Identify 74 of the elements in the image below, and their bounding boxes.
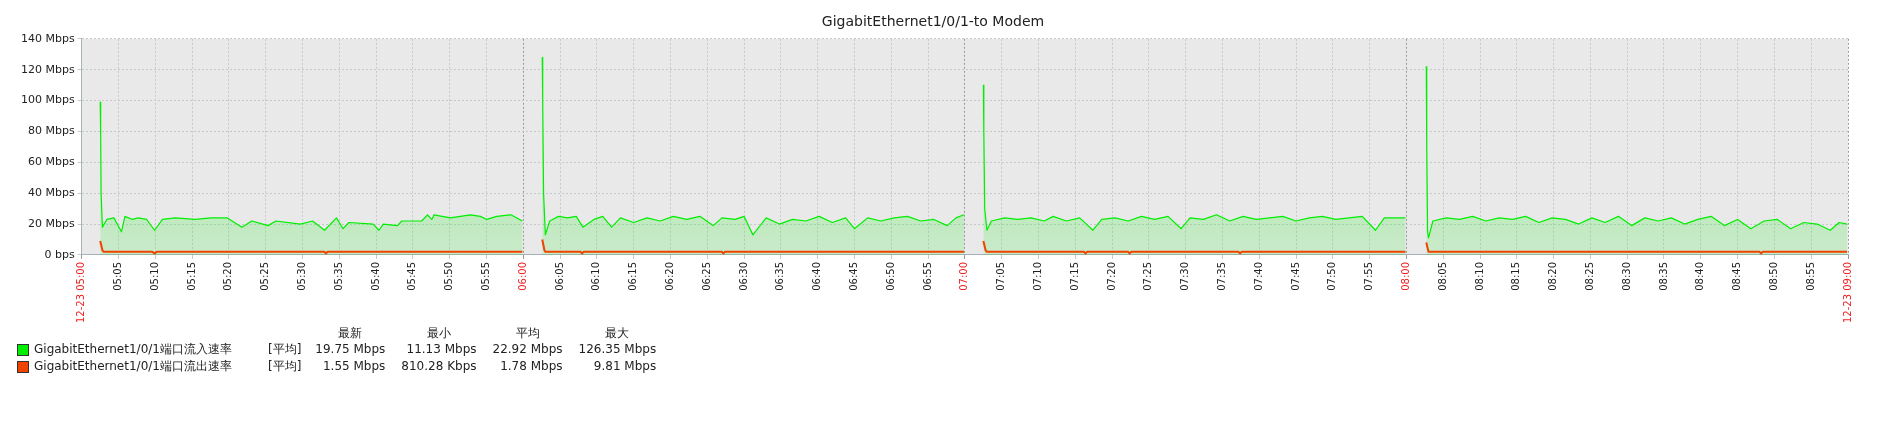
x-tick-label: 05:50 — [443, 261, 455, 291]
text: 11.13 Mbps — [405, 341, 478, 358]
x-tick-label: 06:20 — [664, 261, 676, 291]
x-tick-label: 06:35 — [774, 261, 786, 291]
text: 平均 — [514, 326, 541, 341]
x-tick-label: 08:50 — [1767, 261, 1779, 291]
x-tick-label: 05:45 — [406, 261, 418, 291]
legend-label: GigabitEthernet1/0/1端口流出速率 — [33, 358, 233, 375]
text: 9.81 Mbps — [592, 358, 658, 375]
text: 810.28 Kbps — [400, 358, 478, 375]
x-tick-label: 08:05 — [1436, 261, 1448, 291]
text: 最新 — [337, 326, 364, 341]
x-tick-label: 08:25 — [1584, 261, 1596, 291]
x-tick-label: 08:45 — [1731, 261, 1743, 291]
x-tick-label: 06:30 — [737, 261, 749, 291]
x-tick-label: 07:05 — [995, 261, 1007, 291]
x-tick-label: 05:25 — [259, 261, 271, 291]
x-tick-label: 07:20 — [1105, 261, 1117, 291]
x-tick-label: 08:30 — [1620, 261, 1632, 291]
x-tick-label: 05:30 — [296, 261, 308, 291]
y-tick-label: 80 Mbps — [27, 124, 75, 138]
x-tick-label: 06:10 — [590, 261, 602, 291]
x-tick-label: 05:20 — [222, 261, 234, 291]
x-tick-label: 06:05 — [553, 261, 565, 291]
x-tick-label: 07:25 — [1142, 261, 1154, 291]
x-tick-label: 06:15 — [627, 261, 639, 291]
x-tick-label: 07:55 — [1363, 261, 1375, 291]
x-tick-label: 06:55 — [921, 261, 933, 291]
chart-title: GigabitEthernet1/0/1-to Modem — [821, 13, 1045, 30]
x-tick-label: 07:15 — [1068, 261, 1080, 291]
y-tick-label: 40 Mbps — [27, 186, 75, 200]
x-tick-label: 06:00 — [516, 261, 528, 291]
y-tick-label: 0 bps — [44, 247, 75, 261]
x-tick-label: 06:25 — [700, 261, 712, 291]
text: 126.35 Mbps — [577, 341, 658, 358]
x-tick-label: 06:40 — [811, 261, 823, 291]
x-tick-label: 07:35 — [1216, 261, 1228, 291]
text: 19.75 Mbps — [314, 341, 387, 358]
text: [平均] — [266, 341, 303, 358]
x-tick-label: 07:00 — [958, 261, 970, 291]
x-tick-label: 08:20 — [1547, 261, 1559, 291]
x-tick-label: 07:45 — [1289, 261, 1301, 291]
text: 最大 — [604, 326, 631, 341]
x-tick-label: 08:10 — [1473, 261, 1485, 291]
y-tick-label: 20 Mbps — [27, 216, 75, 230]
x-tick-label: 12-23 05:00 — [75, 261, 87, 324]
y-tick-label: 140 Mbps — [20, 31, 75, 45]
y-tick-label: 60 Mbps — [27, 155, 75, 169]
x-tick-label: 06:45 — [848, 261, 860, 291]
x-tick-label: 08:40 — [1694, 261, 1706, 291]
x-tick-label: 12-23 09:00 — [1841, 261, 1853, 324]
legend-label: GigabitEthernet1/0/1端口流入速率 — [33, 341, 233, 358]
text: 1.78 Mbps — [499, 358, 564, 375]
text: [平均] — [266, 358, 303, 375]
x-tick-label: 08:55 — [1804, 261, 1816, 291]
x-tick-label: 08:35 — [1657, 261, 1669, 291]
x-tick-label: 05:40 — [369, 261, 381, 291]
x-tick-label: 05:10 — [148, 261, 160, 291]
y-tick-label: 120 Mbps — [20, 62, 75, 76]
x-tick-label: 05:55 — [480, 261, 492, 291]
x-tick-label: 05:35 — [332, 261, 344, 291]
x-tick-label: 07:40 — [1252, 261, 1264, 291]
text: 22.92 Mbps — [491, 341, 564, 358]
x-tick-label: 07:50 — [1326, 261, 1338, 291]
y-tick-label: 100 Mbps — [20, 93, 75, 107]
x-tick-label: 05:15 — [185, 261, 197, 291]
text: 最小 — [425, 326, 452, 341]
text: 1.55 Mbps — [321, 358, 387, 375]
x-tick-label: 07:30 — [1179, 261, 1191, 291]
x-tick-label: 07:10 — [1032, 261, 1044, 291]
x-tick-label: 05:05 — [112, 261, 124, 291]
x-tick-label: 08:00 — [1400, 261, 1412, 291]
x-tick-label: 06:50 — [884, 261, 896, 291]
x-tick-label: 08:15 — [1510, 261, 1522, 291]
